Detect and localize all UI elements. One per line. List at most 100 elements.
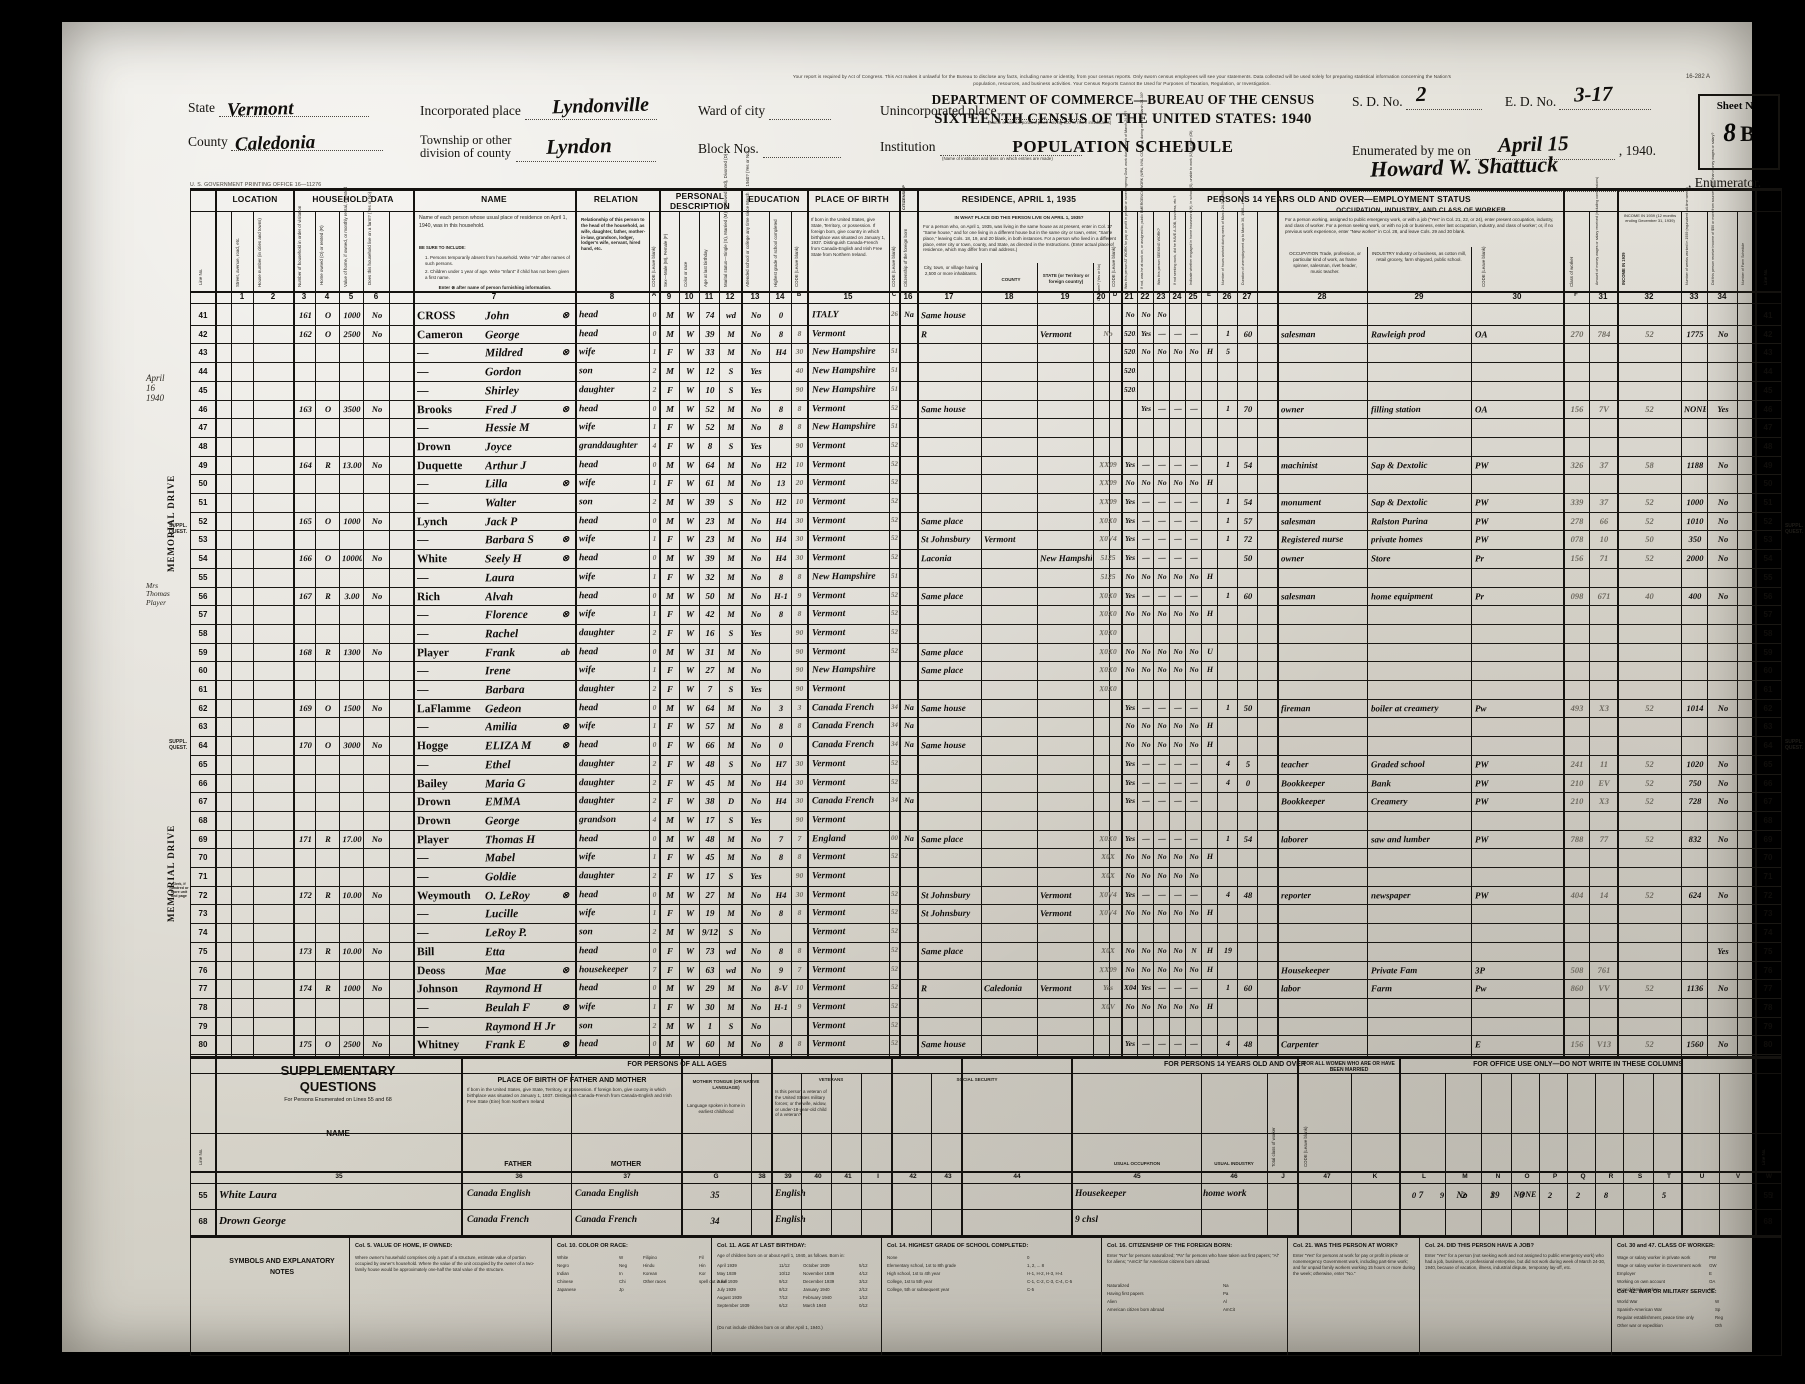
row-line-number-left: 72: [198, 890, 208, 900]
cell-surname: CROSS: [416, 309, 456, 323]
cell-relation: wife: [578, 1002, 596, 1013]
cell-surname: —: [416, 758, 429, 772]
cell-colE: H: [1206, 347, 1214, 357]
cell-q23: —: [1158, 777, 1166, 787]
colnum-A: A: [651, 292, 657, 298]
cell-q25: No: [1189, 870, 1199, 881]
cell-relation: wife: [578, 908, 596, 919]
cell-q21: Yes: [1124, 777, 1136, 787]
colnum-B: B: [796, 292, 802, 298]
cell-q25: —: [1190, 796, 1198, 806]
col11-age-row: May 1939 10/12: [717, 1271, 790, 1276]
colnum-9: 9: [666, 292, 672, 301]
row-line-number-left: 73: [198, 909, 208, 919]
cell-grade: 13: [776, 478, 786, 489]
name-be-sure: BE SURE TO INCLUDE:: [419, 245, 466, 250]
residence-county-hdr: COUNTY: [1001, 277, 1021, 282]
row-line-number-left: 42: [198, 329, 208, 339]
sd-value[interactable]: 2: [1415, 81, 1427, 107]
cell-codeA: 1: [652, 721, 657, 731]
cell-weeks: 57: [1243, 515, 1253, 526]
cell-surname: Hogge: [416, 740, 449, 753]
col30-class-row: Wage or salary worker in private work PW: [1617, 1255, 1717, 1260]
cell-codeF: 278: [1570, 515, 1584, 526]
cell-res_city: R: [920, 328, 928, 339]
cell-surname: LaFlamme: [416, 702, 471, 715]
row-divider: [191, 979, 1781, 981]
row-line-number-left: 63: [198, 722, 208, 732]
township-value[interactable]: Lyndon: [545, 133, 613, 159]
cell-hours: 1: [1225, 328, 1231, 338]
cell-q23: No: [1157, 908, 1167, 918]
ed-value[interactable]: 3-17: [1573, 81, 1613, 107]
col5-body: Where owner's household comprises only a…: [355, 1255, 535, 1272]
row-divider: [191, 605, 1781, 607]
row-divider: [191, 549, 1781, 551]
cell-age: 63: [705, 964, 715, 975]
row-line-number-left: 56: [198, 591, 208, 601]
cell-q33: 750: [1688, 777, 1702, 788]
cell-relation: son: [578, 497, 593, 508]
cell-farm: No: [371, 515, 383, 526]
cell-codeC: 52: [890, 983, 899, 992]
cell-class: PW: [1474, 497, 1489, 508]
supp-father: Canada English: [467, 1189, 531, 1199]
cell-value: 1300: [343, 646, 361, 657]
cell-relation: head: [578, 459, 599, 470]
cell-pob: Vermont: [811, 908, 846, 919]
row-line-number-left: 45: [198, 385, 208, 395]
cell-hh_num: 170: [299, 740, 312, 751]
row-divider: [191, 867, 1781, 868]
header-right-block: S. D. No. 2 E. D. No. 3-17: [1352, 81, 1682, 120]
cell-q32: 58: [1645, 459, 1654, 470]
cell-q23: —: [1158, 515, 1166, 525]
col30-title: Col. 30 and 47. CLASS OF WORKER:: [1617, 1243, 1715, 1249]
cell-pob: Canada French: [811, 702, 875, 714]
row-divider: [191, 698, 1781, 700]
cell-q34: No: [1717, 515, 1729, 526]
cell-marital: wd: [725, 964, 736, 975]
cell-farm: No: [371, 1039, 383, 1050]
cell-pob: Vermont: [811, 852, 846, 863]
cell-q25: No: [1189, 852, 1199, 862]
cell-pob: Vermont: [811, 1039, 846, 1050]
cell-grade: 0: [778, 309, 784, 321]
cell-marital: M: [727, 1001, 735, 1012]
cell-q34: No: [1717, 833, 1729, 844]
header-ward-block: Ward of city Block Nos.: [698, 102, 888, 166]
cell-income: 37: [1599, 459, 1609, 470]
cell-own: O: [324, 515, 332, 526]
enumerator-name[interactable]: Howard W. Shattuck: [1369, 151, 1559, 182]
cell-marital: M: [727, 459, 735, 470]
cell-codeC: 52: [890, 908, 899, 917]
sheet-value[interactable]: 8: [1722, 117, 1738, 148]
cell-class: PW: [1474, 889, 1489, 901]
cell-given: Raymond H Jr: [484, 1020, 556, 1033]
col-value-hdr: Value of home, if owned, or monthly rent…: [343, 186, 348, 287]
supp-office-code: 2: [1547, 1190, 1553, 1200]
col10-race-row2: Hindu Hin: [643, 1263, 706, 1268]
incorporated-value[interactable]: Lyndonville: [551, 93, 650, 119]
row-line-number-left: 61: [198, 685, 208, 694]
cell-q34: No: [1717, 889, 1729, 900]
cell-age: 73: [705, 945, 715, 956]
sheet-label: Sheet No.: [1716, 100, 1762, 112]
cell-given: Alvah: [484, 590, 514, 603]
row-line-number-right: 55: [1763, 572, 1773, 582]
cell-codeC: 52: [890, 945, 899, 954]
cell-own: O: [324, 553, 332, 564]
supp-over14-hdr: FOR PERSONS 14 YEARS OLD AND OVER: [1164, 1061, 1306, 1068]
state-value[interactable]: Vermont: [226, 98, 294, 121]
cell-given: Maria G: [484, 777, 526, 790]
cell-q24: —: [1174, 459, 1182, 469]
cell-codeA: 1: [652, 852, 657, 862]
cell-colE: H: [1206, 609, 1214, 619]
cell-colE: H: [1206, 964, 1214, 974]
county-value[interactable]: Caledonia: [234, 131, 316, 156]
cell-res_city: Same house: [920, 403, 966, 414]
cell-surname: Player: [416, 646, 449, 659]
cell-sex: M: [665, 515, 675, 526]
cell-codeA: 2: [652, 627, 657, 637]
cell-attend: No: [750, 496, 762, 508]
cell-codeA: 2: [652, 366, 657, 376]
